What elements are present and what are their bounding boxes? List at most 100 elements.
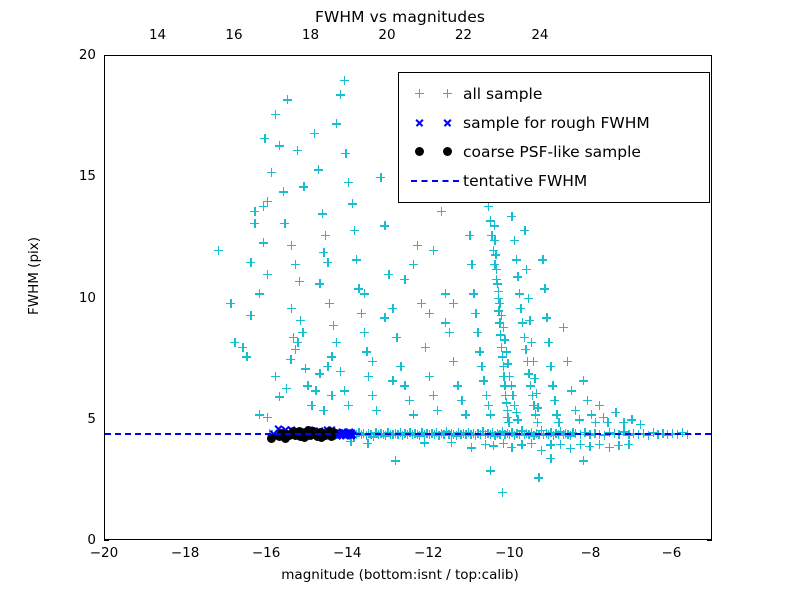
plus-marker <box>242 352 252 362</box>
plus-marker <box>526 381 536 391</box>
legend[interactable]: all sample sample for rough FWHM coarse PS… <box>398 72 710 203</box>
plus-marker <box>341 148 351 158</box>
plus-marker <box>250 206 260 216</box>
plus-marker <box>295 277 305 287</box>
x-tick-label: −16 <box>251 545 281 561</box>
plus-marker <box>498 323 508 333</box>
plus-marker <box>453 381 463 391</box>
plus-marker <box>262 269 272 279</box>
plus-marker <box>246 310 256 320</box>
legend-swatch <box>407 142 463 162</box>
plus-marker <box>311 386 321 396</box>
y-tick-label: 10 <box>78 289 96 306</box>
x-tick-label-top: 18 <box>301 27 320 43</box>
plus-marker <box>496 330 506 340</box>
x-tick-label: −20 <box>89 545 119 561</box>
plus-marker <box>546 440 556 450</box>
plus-marker <box>525 315 535 325</box>
plus-marker <box>507 442 517 452</box>
legend-item[interactable]: tentative FWHM <box>407 166 701 195</box>
plus-marker <box>477 361 487 371</box>
plus-marker <box>466 443 476 453</box>
plus-marker <box>335 90 345 100</box>
plus-marker <box>376 172 386 182</box>
plus-marker <box>331 119 341 129</box>
plus-marker <box>388 376 398 386</box>
plus-marker <box>343 177 353 187</box>
plus-marker <box>522 264 532 274</box>
plus-marker <box>246 257 256 267</box>
plus-marker <box>565 443 575 453</box>
page-title: FWHM vs magnitudes <box>314 8 486 26</box>
plus-marker <box>254 410 264 420</box>
plus-marker <box>614 440 624 450</box>
plus-marker <box>449 298 459 308</box>
plus-marker <box>282 383 292 393</box>
x-tick-label-top: 22 <box>454 27 473 43</box>
plus-marker <box>485 216 495 226</box>
plus-marker <box>351 255 361 265</box>
plus-marker <box>536 445 546 455</box>
plus-marker <box>505 371 515 381</box>
plus-marker <box>346 437 356 447</box>
plus-marker <box>544 337 554 347</box>
plus-marker <box>319 247 329 257</box>
plus-marker <box>521 344 531 354</box>
legend-item[interactable]: sample for rough FWHM <box>407 108 701 137</box>
x-tick-label: −12 <box>414 545 443 561</box>
plus-marker <box>494 306 504 316</box>
plus-marker <box>445 327 455 337</box>
plus-marker <box>457 395 467 405</box>
legend-item[interactable]: coarse PSF-like sample <box>407 137 701 166</box>
plus-marker <box>428 391 438 400</box>
plus-marker <box>485 466 495 476</box>
plus-marker <box>270 109 280 119</box>
plus-marker <box>526 438 536 448</box>
y-axis-label: FWHM (pix) <box>26 236 42 316</box>
plus-marker <box>542 313 552 323</box>
plus-marker <box>590 417 600 427</box>
plus-marker <box>513 272 523 282</box>
plus-marker <box>509 235 519 245</box>
plus-marker <box>419 438 429 448</box>
plus-marker <box>509 400 519 410</box>
x-axis-label: magnitude (bottom:isnt / top:calib) <box>281 567 519 583</box>
plus-marker <box>226 298 236 308</box>
plus-marker <box>503 412 513 422</box>
plus-marker <box>599 412 609 422</box>
plus-marker <box>428 245 438 255</box>
plus-marker <box>501 347 511 357</box>
plus-marker <box>624 439 634 449</box>
plus-marker <box>497 487 507 497</box>
legend-item[interactable]: all sample <box>407 79 701 108</box>
plus-marker <box>595 439 604 449</box>
plus-marker <box>534 473 544 483</box>
plus-marker <box>487 230 497 240</box>
plus-marker <box>522 357 532 367</box>
plus-marker <box>485 410 495 420</box>
plus-marker <box>424 371 434 381</box>
plus-marker <box>329 320 339 330</box>
plus-marker <box>558 323 568 333</box>
plus-marker <box>254 289 264 299</box>
plus-marker <box>603 417 613 427</box>
plus-marker <box>532 417 542 427</box>
plus-marker <box>293 337 303 347</box>
plus-marker <box>347 199 357 209</box>
plus-marker <box>546 361 556 371</box>
plus-marker <box>501 398 511 408</box>
plus-marker <box>514 289 524 299</box>
plus-marker <box>578 376 588 386</box>
plus-marker <box>363 439 373 448</box>
plus-marker <box>635 420 645 430</box>
plus-marker <box>354 284 364 294</box>
plus-marker <box>363 371 373 381</box>
plus-marker <box>519 332 529 342</box>
plus-marker <box>262 412 272 422</box>
plus-marker <box>497 352 507 362</box>
plus-marker <box>506 381 516 391</box>
plus-marker <box>471 308 481 318</box>
plus-marker <box>575 439 585 449</box>
plus-marker <box>408 260 418 270</box>
plus-marker <box>372 405 382 415</box>
